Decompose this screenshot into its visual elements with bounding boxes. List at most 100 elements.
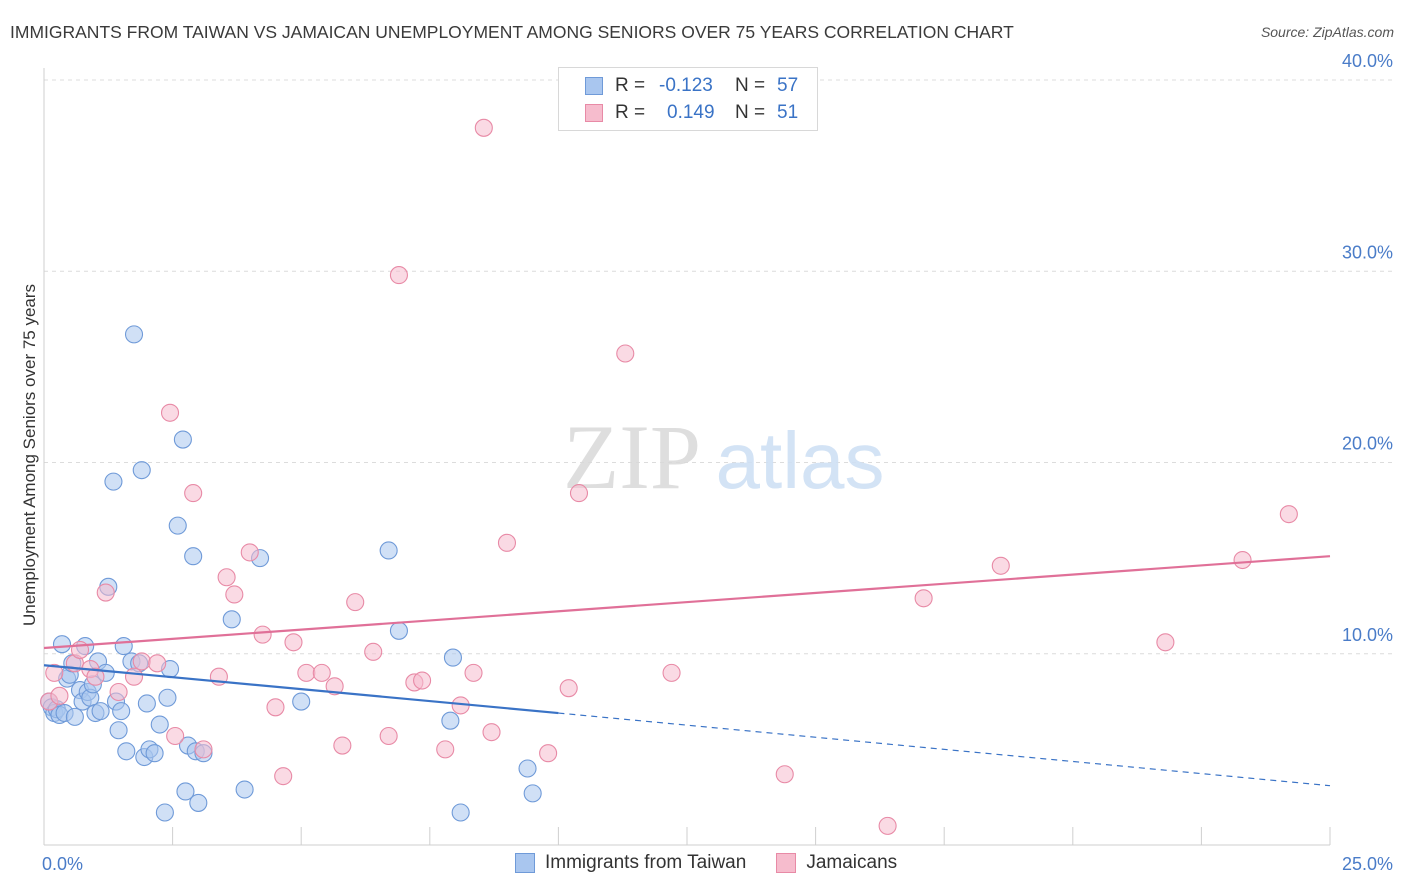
taiwan-trend-extension — [558, 712, 1331, 787]
jamaican-point — [413, 671, 432, 690]
taiwan-point — [114, 637, 133, 656]
x-tick-label: 25.0% — [1342, 854, 1393, 874]
jamaican-point — [184, 484, 203, 503]
taiwan-point — [451, 803, 470, 822]
taiwan-point — [222, 610, 241, 629]
jamaican-point — [253, 625, 272, 644]
taiwan-point — [176, 782, 195, 801]
taiwan-point — [441, 711, 460, 730]
taiwan-point — [112, 702, 131, 721]
jamaican-point — [878, 816, 897, 835]
taiwan-point — [379, 541, 398, 560]
jamaican-point — [379, 726, 398, 746]
x-tick-label: 0.0% — [42, 854, 83, 874]
legend-r-value: -0.123 — [659, 75, 713, 96]
series-swatch-jamaicans — [776, 853, 797, 873]
jamaican-point — [96, 583, 115, 602]
y-tick-label: 40.0% — [1342, 51, 1393, 71]
legend-swatch-jamaicans — [585, 104, 603, 122]
taiwan-point — [117, 742, 136, 761]
jamaican-point — [482, 723, 501, 742]
taiwan-point — [52, 635, 72, 654]
jamaican-point — [86, 667, 105, 686]
jamaican-point — [50, 686, 69, 705]
series-name-jamaicans: Jamaicans — [806, 852, 898, 873]
taiwan-point — [158, 688, 177, 707]
tick-labels: 10.0% 20.0% 30.0% 40.0% 0.0% 25.0% — [42, 51, 1393, 874]
taiwan-point — [65, 707, 84, 726]
taiwan-point — [184, 547, 203, 566]
taiwan-point — [168, 516, 187, 535]
data-points — [40, 118, 1298, 835]
taiwan-point — [389, 621, 408, 640]
jamaican-point — [616, 344, 635, 363]
taiwan-point — [523, 784, 542, 803]
jamaican-point — [914, 589, 933, 608]
jamaican-point — [325, 677, 344, 696]
taiwan-point — [518, 759, 537, 778]
watermark-atlas: atlas — [716, 416, 885, 505]
legend-row-taiwan: R = -0.123 N = 57 — [585, 74, 798, 98]
jamaican-point — [109, 682, 128, 702]
jamaican-point — [266, 698, 285, 717]
jamaican-point — [312, 663, 331, 682]
taiwan-point — [109, 721, 128, 740]
jamaican-point — [240, 543, 259, 562]
jamaican-point — [274, 767, 293, 786]
jamaican-point — [559, 679, 578, 698]
jamaican-point — [333, 736, 352, 755]
jamaican-point — [132, 652, 151, 671]
legend-n-label: N = — [735, 102, 766, 123]
jamaican-point — [497, 533, 517, 552]
legend-n-value: 57 — [777, 75, 799, 96]
jamaican-point — [539, 744, 558, 763]
jamaican-point — [389, 266, 408, 285]
jamaican-point — [225, 585, 244, 604]
jamaican-point — [297, 663, 316, 682]
series-swatch-taiwan — [515, 853, 535, 873]
taiwan-point — [137, 694, 156, 713]
jamaican-point — [569, 484, 589, 503]
legend-r-label: R = — [615, 102, 646, 123]
series-legend: Immigrants from Taiwan Jamaicans — [515, 852, 927, 874]
taiwan-point — [104, 472, 123, 491]
taiwan-point — [155, 803, 174, 822]
jamaican-point — [284, 633, 303, 652]
jamaican-point — [364, 642, 383, 661]
legend-n-label: N = — [735, 75, 766, 96]
taiwan-point — [124, 325, 144, 344]
taiwan-point — [235, 780, 254, 799]
taiwan-point — [173, 430, 192, 449]
jamaican-point — [775, 765, 794, 784]
legend-row-jamaicans: R = 0.149 N = 51 — [585, 101, 798, 125]
jamaican-point — [662, 663, 681, 682]
legend-r-value: 0.149 — [667, 102, 715, 123]
grid-lines — [44, 79, 1392, 655]
jamaican-point — [436, 740, 455, 759]
taiwan-point — [443, 648, 462, 667]
jamaican-trend-line — [43, 555, 1331, 650]
series-legend-jamaicans: Jamaicans — [776, 852, 897, 874]
jamaican-point — [194, 740, 213, 759]
axes — [43, 68, 1331, 846]
jamaican-point — [1279, 505, 1298, 524]
y-tick-label: 10.0% — [1342, 625, 1393, 645]
legend-r-label: R = — [615, 75, 646, 96]
taiwan-point — [132, 461, 151, 480]
jamaican-point — [124, 667, 144, 686]
y-tick-label: 30.0% — [1342, 242, 1393, 262]
y-tick-label: 20.0% — [1342, 434, 1393, 454]
taiwan-point — [91, 702, 110, 721]
series-name-taiwan: Immigrants from Taiwan — [545, 852, 747, 873]
taiwan-point — [189, 793, 208, 812]
jamaican-point — [464, 663, 483, 682]
legend-swatch-taiwan — [585, 77, 603, 95]
legend-n-value: 51 — [777, 102, 799, 123]
jamaican-point — [160, 403, 180, 422]
jamaican-point — [1156, 633, 1175, 652]
jamaican-point — [166, 726, 185, 746]
source-credit: Source: ZipAtlas.com — [1260, 24, 1394, 40]
jamaican-point — [45, 663, 64, 682]
jamaican-point — [346, 593, 365, 612]
